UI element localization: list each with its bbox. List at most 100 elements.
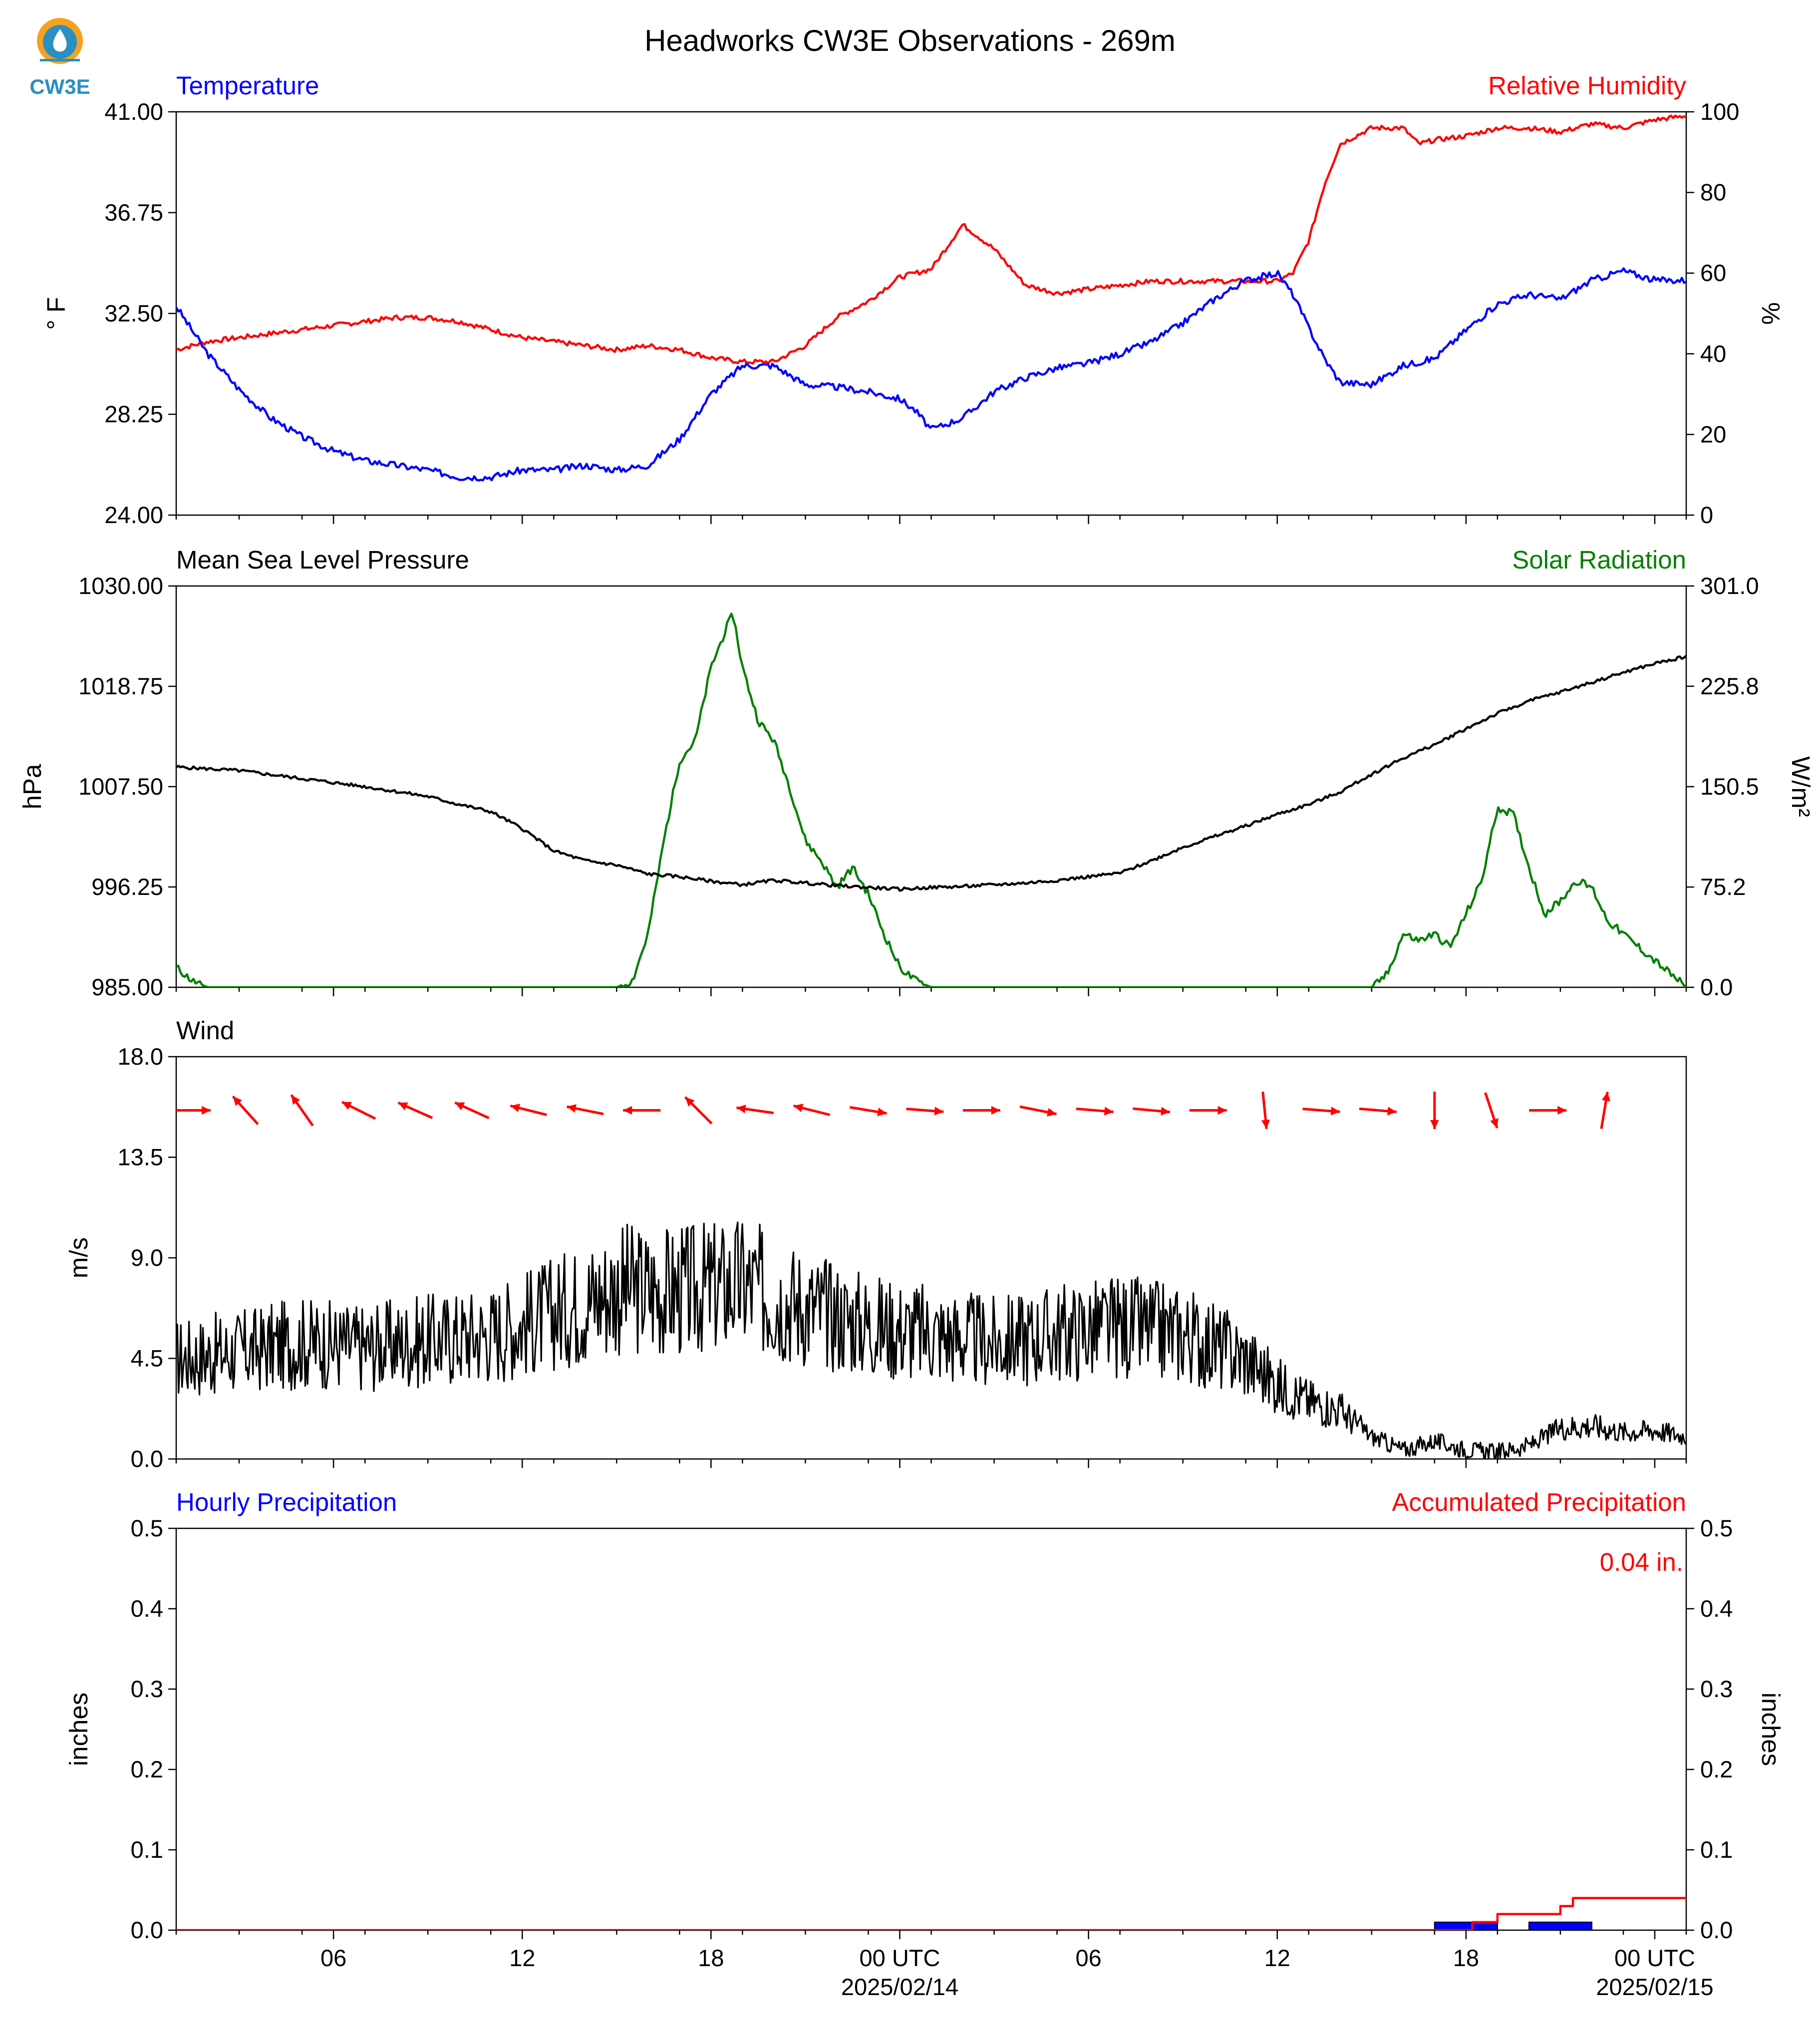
temperature-line <box>176 267 1686 482</box>
y-right-tick-label: 301.0 <box>1700 573 1759 599</box>
hourly-precip-bar <box>1528 1921 1592 1930</box>
panel-3: 0.0 4.5 9.0 13.5 18.0 Wind m/s <box>64 1016 1687 1472</box>
wind-arrow-head <box>877 1108 887 1117</box>
solar-line <box>176 612 1686 987</box>
wind-arrow-head <box>1330 1107 1340 1116</box>
panel-left-title: Hourly Precipitation <box>176 1488 397 1516</box>
plot-area <box>176 114 1686 482</box>
y-right-axis-label: % <box>1757 302 1785 324</box>
wind-arrow-head <box>934 1107 944 1116</box>
wind-arrow-head <box>398 1102 408 1111</box>
water-drop-icon <box>53 29 67 52</box>
wind-arrow-head <box>291 1095 301 1105</box>
y-tick-label: 1018.75 <box>78 673 163 699</box>
plot-area <box>176 1091 1686 1459</box>
y-tick-label: 1007.50 <box>78 773 163 800</box>
y-tick-label: 13.5 <box>118 1144 163 1170</box>
y-tick-label: 0.3 <box>131 1676 163 1702</box>
panel-left-title: Mean Sea Level Pressure <box>176 546 469 574</box>
y-tick-label: 24.00 <box>104 502 163 528</box>
y-tick-label: 32.50 <box>104 300 163 326</box>
wind-speed-line <box>176 1221 1686 1459</box>
y-right-tick-label: 150.5 <box>1700 773 1759 800</box>
hourly-precip-bar <box>1434 1921 1498 1930</box>
y-tick-label: 41.00 <box>104 98 163 125</box>
wind-arrow-head <box>341 1102 352 1110</box>
y-tick-label: 0.1 <box>131 1836 163 1863</box>
y-right-tick-label: 0.4 <box>1700 1595 1733 1622</box>
plot-frame <box>175 1527 1687 1931</box>
x-tick-label: 00 UTC <box>1614 1945 1695 1971</box>
humidity-line <box>176 114 1686 365</box>
figure-title: Headworks CW3E Observations - 269m <box>644 24 1176 57</box>
y-tick-label: 28.25 <box>104 401 163 427</box>
wind-arrow-head <box>1601 1092 1610 1102</box>
wind-arrow-head <box>1557 1106 1567 1115</box>
y-axis-label: m/s <box>64 1237 93 1278</box>
wind-arrow-head <box>202 1106 211 1115</box>
y-right-tick-label: 20 <box>1700 421 1726 447</box>
wind-arrow-head <box>991 1106 1000 1115</box>
wind-arrow-head <box>510 1104 521 1113</box>
panel-left-title: Wind <box>176 1016 234 1045</box>
y-tick-label: 36.75 <box>104 199 163 226</box>
plot-frame <box>175 1056 1687 1460</box>
y-tick-label: 0.2 <box>131 1756 163 1782</box>
wind-arrow-head <box>1104 1107 1114 1116</box>
x-tick-label: 06 <box>1075 1945 1101 1971</box>
y-tick-label: 985.00 <box>91 974 163 1000</box>
y-right-tick-label: 80 <box>1700 179 1726 206</box>
y-tick-label: 996.25 <box>91 873 163 900</box>
y-tick-label: 0.0 <box>131 1446 163 1472</box>
y-right-tick-label: 100 <box>1700 98 1739 125</box>
y-right-tick-label: 60 <box>1700 260 1726 286</box>
y-right-tick-label: 0.1 <box>1700 1836 1733 1863</box>
x-tick-label: 12 <box>509 1945 535 1971</box>
wind-arrow-head <box>623 1106 632 1115</box>
panel-2: 985.00 996.25 1007.50 1018.75 1030.00 0.0 75.2… <box>18 546 1815 1000</box>
wind-arrow-head <box>685 1097 695 1107</box>
y-tick-label: 0.4 <box>131 1595 163 1622</box>
y-right-tick-label: 75.2 <box>1700 873 1746 900</box>
x-tick-date-label: 2025/02/14 <box>841 1974 958 2000</box>
y-axis-label: hPa <box>18 764 46 809</box>
panel-1: 24.00 28.25 32.50 36.75 41.00 0 20 40 60 80 100 Tem… <box>42 71 1785 528</box>
x-tick-date-label: 2025/02/15 <box>1596 1974 1713 2000</box>
wind-arrow-head <box>1261 1119 1270 1129</box>
y-tick-label: 1030.00 <box>78 573 163 599</box>
panel-right-title: Relative Humidity <box>1488 71 1686 100</box>
x-tick-label: 00 UTC <box>860 1945 940 1971</box>
logo-text: CW3E <box>29 75 90 98</box>
wind-arrow-head <box>567 1104 577 1113</box>
y-right-tick-label: 0.3 <box>1700 1676 1733 1702</box>
y-right-tick-label: 0.0 <box>1700 1917 1733 1943</box>
wind-arrow-head <box>736 1105 746 1114</box>
wind-arrow-head <box>1217 1106 1227 1115</box>
y-axis-label: inches <box>64 1693 93 1766</box>
y-tick-label: 18.0 <box>118 1043 163 1070</box>
panel-4: 0.0 0.1 0.2 0.3 0.4 0.5 0.0 0.1 0.2 0.3 0.4 0.5 Hour… <box>64 1488 1785 2000</box>
y-axis-label: ° F <box>42 297 70 330</box>
logo-wave <box>40 59 80 61</box>
wind-arrow-head <box>233 1096 243 1106</box>
wind-arrow-head <box>793 1104 804 1113</box>
y-tick-label: 9.0 <box>131 1244 163 1271</box>
wind-arrow-head <box>1047 1108 1057 1117</box>
y-right-tick-label: 40 <box>1700 340 1726 367</box>
y-right-tick-label: 225.8 <box>1700 673 1759 699</box>
accumulated-precip-line <box>176 1897 1686 1930</box>
x-tick-label: 18 <box>698 1945 724 1971</box>
panels: 24.00 28.25 32.50 36.75 41.00 0 20 40 60 80 100 Tem… <box>18 71 1815 2000</box>
y-tick-label: 0.5 <box>131 1515 163 1541</box>
wind-arrow-head <box>1387 1107 1397 1116</box>
y-tick-label: 4.5 <box>131 1345 163 1372</box>
logo: CW3E <box>29 18 90 98</box>
wind-arrow-head <box>1161 1107 1170 1116</box>
y-right-tick-label: 0.2 <box>1700 1756 1733 1782</box>
pressure-line <box>176 655 1686 892</box>
x-tick-label: 18 <box>1453 1945 1479 1971</box>
panel-right-title: Solar Radiation <box>1512 546 1686 574</box>
plot-area <box>176 1897 1686 1930</box>
plot-area <box>176 612 1686 987</box>
